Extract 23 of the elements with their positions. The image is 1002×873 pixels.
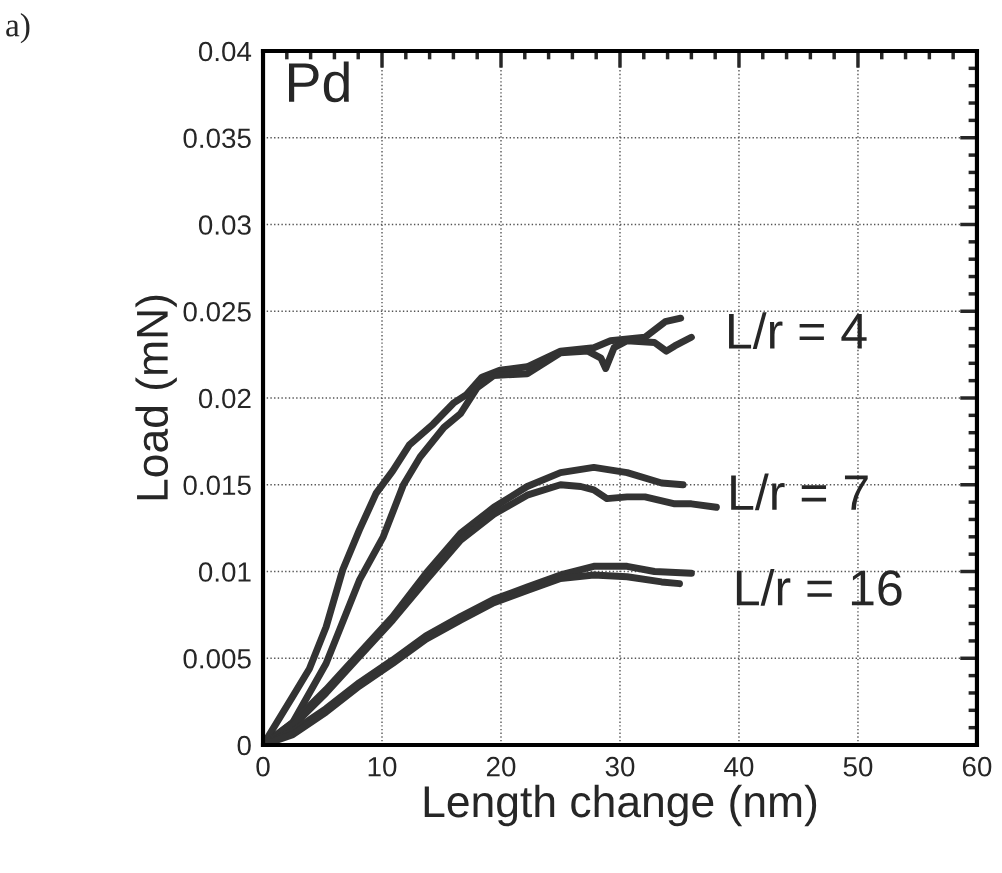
y-tick-label: 0.005: [183, 648, 251, 669]
y-tick-label: 0.02: [198, 388, 251, 409]
x-axis-title: Length change (nm): [424, 784, 817, 827]
y-tick-label: 0.035: [183, 128, 251, 149]
y-axis-title: Load (mN): [135, 295, 177, 500]
x-tick-label: 30: [605, 756, 635, 777]
y-tick-label: 0.01: [198, 562, 251, 582]
annotation: L/r = 7: [731, 473, 868, 511]
y-tick-label: 0: [237, 735, 251, 756]
x-tick-label: 40: [724, 756, 754, 777]
annotation: L/r = 4: [729, 312, 867, 349]
y-tick-label: 0.025: [183, 301, 251, 322]
text: a): [6, 13, 30, 44]
x-tick-label: 10: [368, 756, 397, 777]
x-tick-label: 0: [256, 756, 270, 777]
y-tick-label: 0.03: [198, 215, 251, 235]
x-tick-label: 20: [486, 756, 516, 777]
x-tick-label: 60: [962, 756, 992, 777]
y-tick-label: 0.015: [183, 475, 251, 496]
x-tick-label: 50: [843, 756, 873, 777]
y-tick-label: 0.04: [198, 41, 252, 62]
annotation: L/r = 16: [736, 569, 902, 606]
annotation: Pd: [289, 61, 349, 103]
